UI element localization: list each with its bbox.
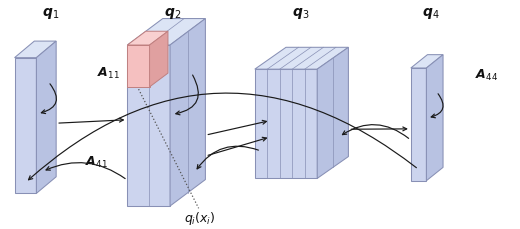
Text: $\boldsymbol{A}_{41}$: $\boldsymbol{A}_{41}$ <box>85 154 108 169</box>
Text: $\boldsymbol{A}_{11}$: $\boldsymbol{A}_{11}$ <box>97 66 120 81</box>
Text: $q_i(x_i)$: $q_i(x_i)$ <box>185 209 216 226</box>
Text: $\boldsymbol{q}_3$: $\boldsymbol{q}_3$ <box>292 6 309 21</box>
Polygon shape <box>127 46 150 87</box>
Text: $\boldsymbol{A}_{44}$: $\boldsymbol{A}_{44}$ <box>475 68 498 83</box>
Polygon shape <box>317 48 348 179</box>
Text: $\boldsymbol{q}_2$: $\boldsymbol{q}_2$ <box>164 6 181 21</box>
Polygon shape <box>15 58 36 194</box>
Polygon shape <box>426 55 443 181</box>
Text: $\boldsymbol{q}_1$: $\boldsymbol{q}_1$ <box>42 6 60 21</box>
Polygon shape <box>36 42 56 194</box>
Polygon shape <box>127 19 205 46</box>
Polygon shape <box>170 19 205 206</box>
Polygon shape <box>150 32 168 87</box>
Text: $\boldsymbol{q}_4$: $\boldsymbol{q}_4$ <box>422 6 439 21</box>
Polygon shape <box>15 42 56 58</box>
Polygon shape <box>127 32 168 46</box>
Polygon shape <box>127 46 170 206</box>
Polygon shape <box>411 69 426 181</box>
Polygon shape <box>411 55 443 69</box>
Polygon shape <box>255 48 348 70</box>
Polygon shape <box>255 70 317 179</box>
